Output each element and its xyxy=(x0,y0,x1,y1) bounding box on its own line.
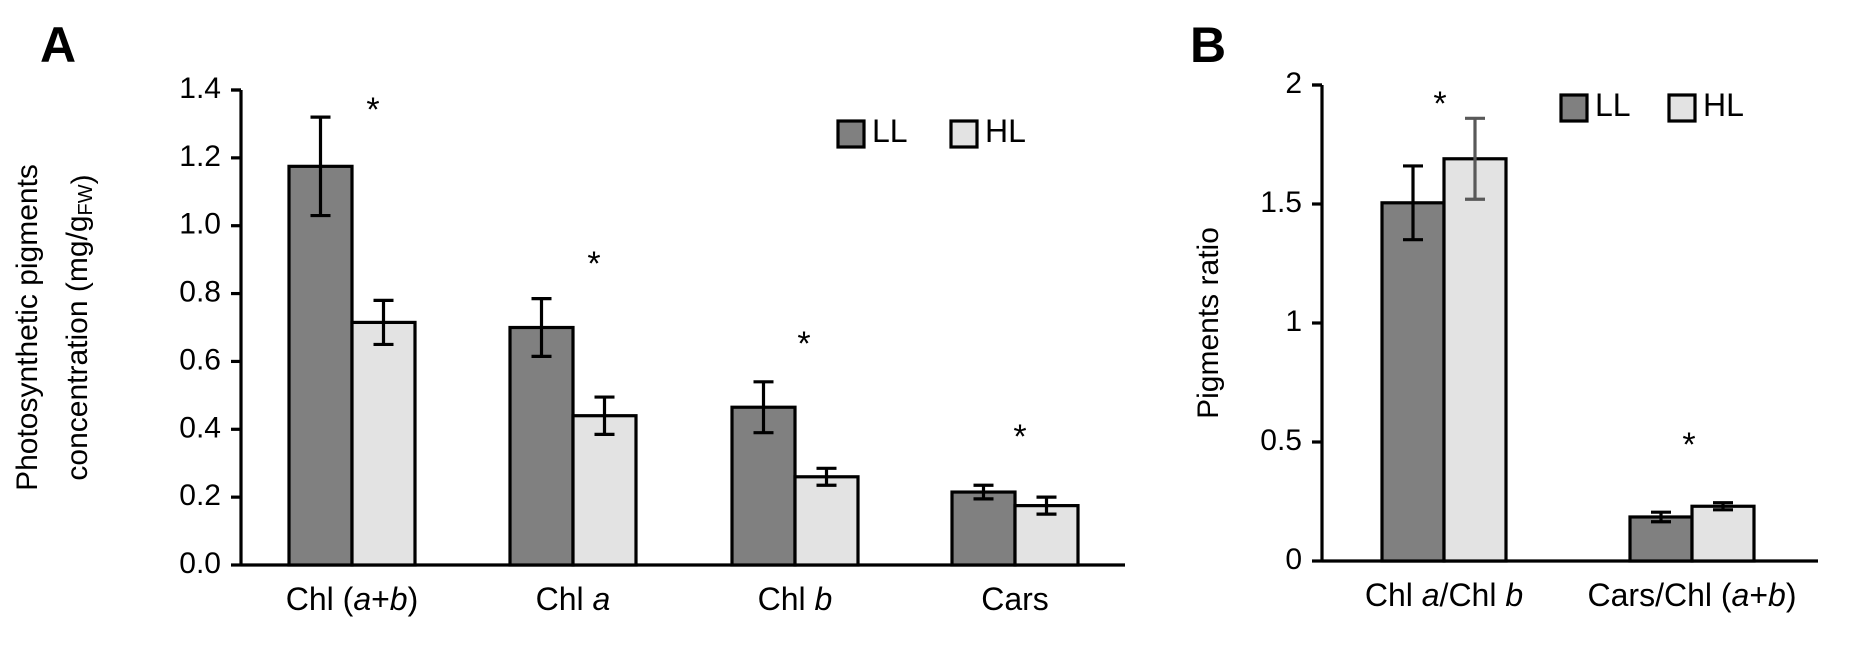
svg-text:LL: LL xyxy=(1595,87,1631,123)
svg-text:concentration (mg/gFW): concentration (mg/gFW) xyxy=(61,174,99,480)
svg-text:Pigments ratio: Pigments ratio xyxy=(1192,227,1225,419)
svg-text:Chl b: Chl b xyxy=(758,581,833,617)
svg-text:Chl (a+b): Chl (a+b) xyxy=(286,581,419,617)
svg-text:1: 1 xyxy=(1285,305,1302,338)
svg-text:2: 2 xyxy=(1285,67,1302,100)
svg-text:0: 0 xyxy=(1285,543,1302,576)
svg-text:*: * xyxy=(587,245,600,283)
svg-text:Cars/Chl (a+b): Cars/Chl (a+b) xyxy=(1588,577,1797,613)
svg-text:0.2: 0.2 xyxy=(179,479,221,512)
svg-text:HL: HL xyxy=(1703,87,1744,123)
svg-text:Chl a: Chl a xyxy=(536,581,611,617)
svg-text:*: * xyxy=(797,325,810,363)
svg-text:A: A xyxy=(40,17,76,73)
svg-text:Chl a/Chl b: Chl a/Chl b xyxy=(1365,577,1523,613)
svg-text:0.0: 0.0 xyxy=(179,547,221,580)
svg-text:*: * xyxy=(1433,85,1446,123)
svg-text:0.6: 0.6 xyxy=(179,343,221,376)
svg-text:Photosynthetic pigments: Photosynthetic pigments xyxy=(11,164,44,491)
svg-text:1.5: 1.5 xyxy=(1260,186,1302,219)
svg-text:0.4: 0.4 xyxy=(179,411,221,444)
svg-text:1.2: 1.2 xyxy=(179,140,221,173)
svg-text:*: * xyxy=(1682,426,1695,464)
svg-text:*: * xyxy=(366,91,379,129)
svg-text:0.5: 0.5 xyxy=(1260,424,1302,457)
svg-text:1.0: 1.0 xyxy=(179,208,221,241)
svg-text:B: B xyxy=(1190,17,1226,73)
svg-text:Cars: Cars xyxy=(981,581,1049,617)
svg-text:HL: HL xyxy=(985,113,1026,149)
svg-text:1.4: 1.4 xyxy=(179,72,221,105)
svg-text:LL: LL xyxy=(872,113,908,149)
svg-text:*: * xyxy=(1013,418,1026,456)
svg-text:0.8: 0.8 xyxy=(179,276,221,309)
